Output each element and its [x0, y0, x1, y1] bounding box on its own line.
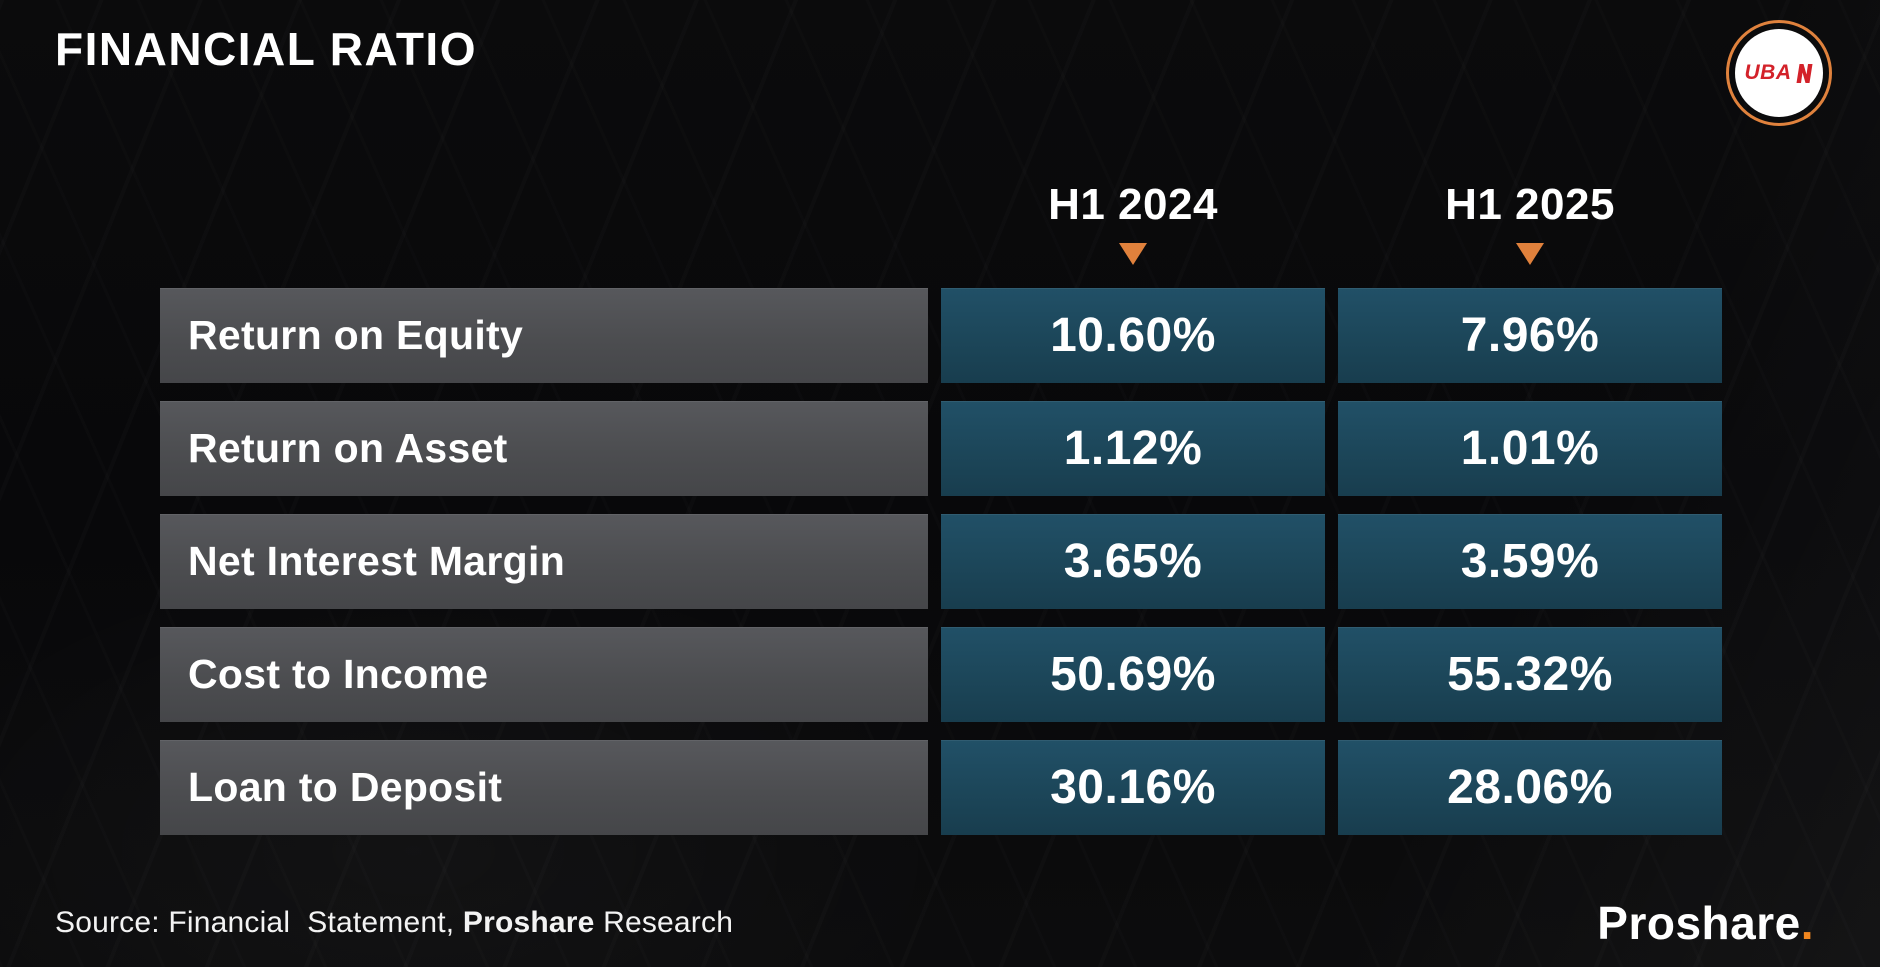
uba-logo-mark-icon — [1796, 63, 1812, 83]
proshare-dot: . — [1800, 897, 1814, 949]
table-row: Cost to Income 50.69% 55.32% — [160, 627, 1722, 722]
column-header-h1-2024: H1 2024 — [1048, 180, 1218, 229]
source-brand: Proshare — [462, 906, 595, 939]
value-h1-2025: 28.06% — [1338, 740, 1722, 835]
value-h1-2024: 50.69% — [941, 627, 1325, 722]
page-title: FINANCIAL RATIO — [55, 23, 477, 75]
source-suffix: Research — [594, 906, 734, 939]
source-text: Source: Financial Statement, — [55, 906, 463, 939]
triangle-down-icon — [1516, 243, 1544, 265]
table-row: Net Interest Margin 3.65% 3.59% — [160, 514, 1722, 609]
row-label: Net Interest Margin — [160, 514, 928, 609]
table-row: Loan to Deposit 30.16% 28.06% — [160, 740, 1722, 835]
ratio-table: Return on Equity 10.60% 7.96% Return on … — [160, 288, 1722, 835]
value-h1-2025: 55.32% — [1338, 627, 1722, 722]
table-row: Return on Equity 10.60% 7.96% — [160, 288, 1722, 383]
proshare-logo: Proshare. — [1597, 896, 1814, 950]
value-h1-2024: 3.65% — [941, 514, 1325, 609]
uba-logo: UBA — [1726, 20, 1832, 126]
row-label: Cost to Income — [160, 627, 928, 722]
uba-logo-circle: UBA — [1735, 29, 1823, 117]
row-label: Return on Asset — [160, 401, 928, 496]
row-label: Return on Equity — [160, 288, 928, 383]
column-header-h1-2025: H1 2025 — [1445, 180, 1615, 229]
value-h1-2025: 7.96% — [1338, 288, 1722, 383]
value-h1-2025: 1.01% — [1338, 401, 1722, 496]
column-marker-h1-2025 — [1338, 243, 1722, 265]
source-note: Source: Financial Statement, Proshare Re… — [55, 906, 733, 940]
value-h1-2025: 3.59% — [1338, 514, 1722, 609]
triangle-down-icon — [1119, 243, 1147, 265]
value-h1-2024: 10.60% — [941, 288, 1325, 383]
column-marker-h1-2024 — [941, 243, 1325, 265]
row-label: Loan to Deposit — [160, 740, 928, 835]
proshare-wordmark: Proshare — [1597, 897, 1801, 949]
value-h1-2024: 1.12% — [941, 401, 1325, 496]
value-h1-2024: 30.16% — [941, 740, 1325, 835]
uba-logo-text: UBA — [1744, 61, 1792, 84]
table-row: Return on Asset 1.12% 1.01% — [160, 401, 1722, 496]
